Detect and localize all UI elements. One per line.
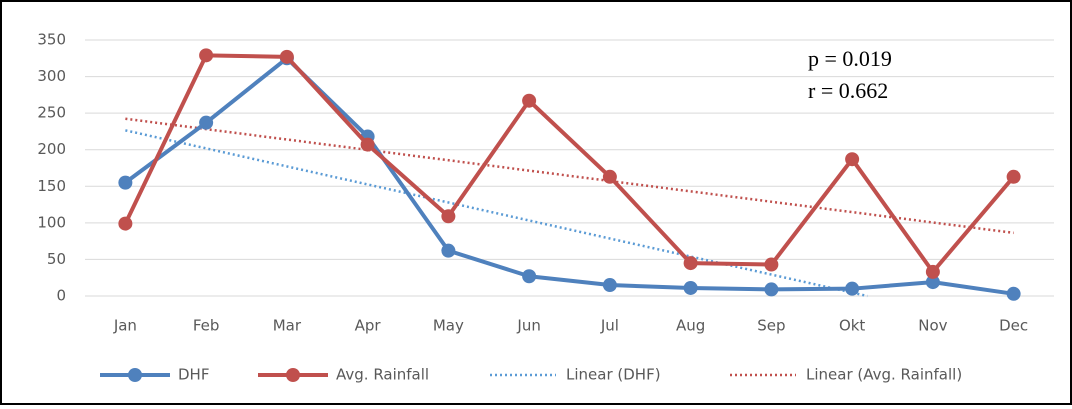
- point: [118, 175, 133, 190]
- y-tick-label: 0: [56, 287, 66, 305]
- x-tick-label: Sep: [757, 317, 785, 335]
- point: [279, 49, 294, 64]
- y-tick-label: 200: [37, 140, 66, 158]
- point: [441, 209, 456, 224]
- point: [845, 281, 860, 296]
- point: [845, 152, 860, 167]
- legend-marker: [286, 368, 300, 382]
- y-tick-label: 150: [37, 177, 66, 195]
- annotation: r = 0.662: [808, 78, 888, 103]
- legend-label: DHF: [178, 366, 209, 384]
- point: [764, 282, 779, 297]
- y-tick-label: 300: [37, 67, 66, 85]
- point: [118, 216, 133, 231]
- point: [522, 269, 537, 284]
- point: [360, 137, 375, 152]
- y-tick-label: 350: [37, 31, 66, 49]
- legend-label: Avg. Rainfall: [336, 366, 429, 384]
- x-tick-label: Apr: [355, 317, 382, 335]
- y-tick-label: 250: [37, 104, 66, 122]
- trend-line: [125, 129, 868, 298]
- x-tick-label: Mar: [273, 317, 302, 335]
- x-tick-label: Jul: [600, 317, 619, 335]
- point: [441, 243, 456, 258]
- annotation: p = 0.019: [808, 46, 892, 71]
- point: [199, 48, 214, 63]
- y-tick-label: 50: [47, 250, 66, 268]
- y-tick-label: 100: [37, 213, 66, 231]
- series-line: [124, 56, 1014, 296]
- point: [602, 278, 617, 293]
- x-tick-label: Feb: [193, 317, 220, 335]
- x-tick-label: Jan: [113, 317, 137, 335]
- legend-marker: [128, 368, 142, 382]
- trend-line: [125, 117, 1014, 235]
- point: [925, 264, 940, 279]
- legend-label: Linear (DHF): [566, 366, 661, 384]
- legend-label: Linear (Avg. Rainfall): [806, 366, 962, 384]
- x-tick-label: Okt: [839, 317, 865, 335]
- x-tick-label: May: [433, 317, 464, 335]
- point: [602, 169, 617, 184]
- x-tick-label: Aug: [676, 317, 705, 335]
- point: [522, 93, 537, 108]
- point: [199, 115, 214, 130]
- point: [1006, 286, 1021, 301]
- point: [683, 256, 698, 271]
- point: [925, 275, 940, 290]
- point: [1006, 169, 1021, 184]
- point: [683, 280, 698, 295]
- x-tick-label: Dec: [999, 317, 1028, 335]
- point: [764, 257, 779, 272]
- x-tick-label: Jun: [516, 317, 540, 335]
- x-tick-label: Nov: [918, 317, 947, 335]
- series-line: [123, 53, 1016, 274]
